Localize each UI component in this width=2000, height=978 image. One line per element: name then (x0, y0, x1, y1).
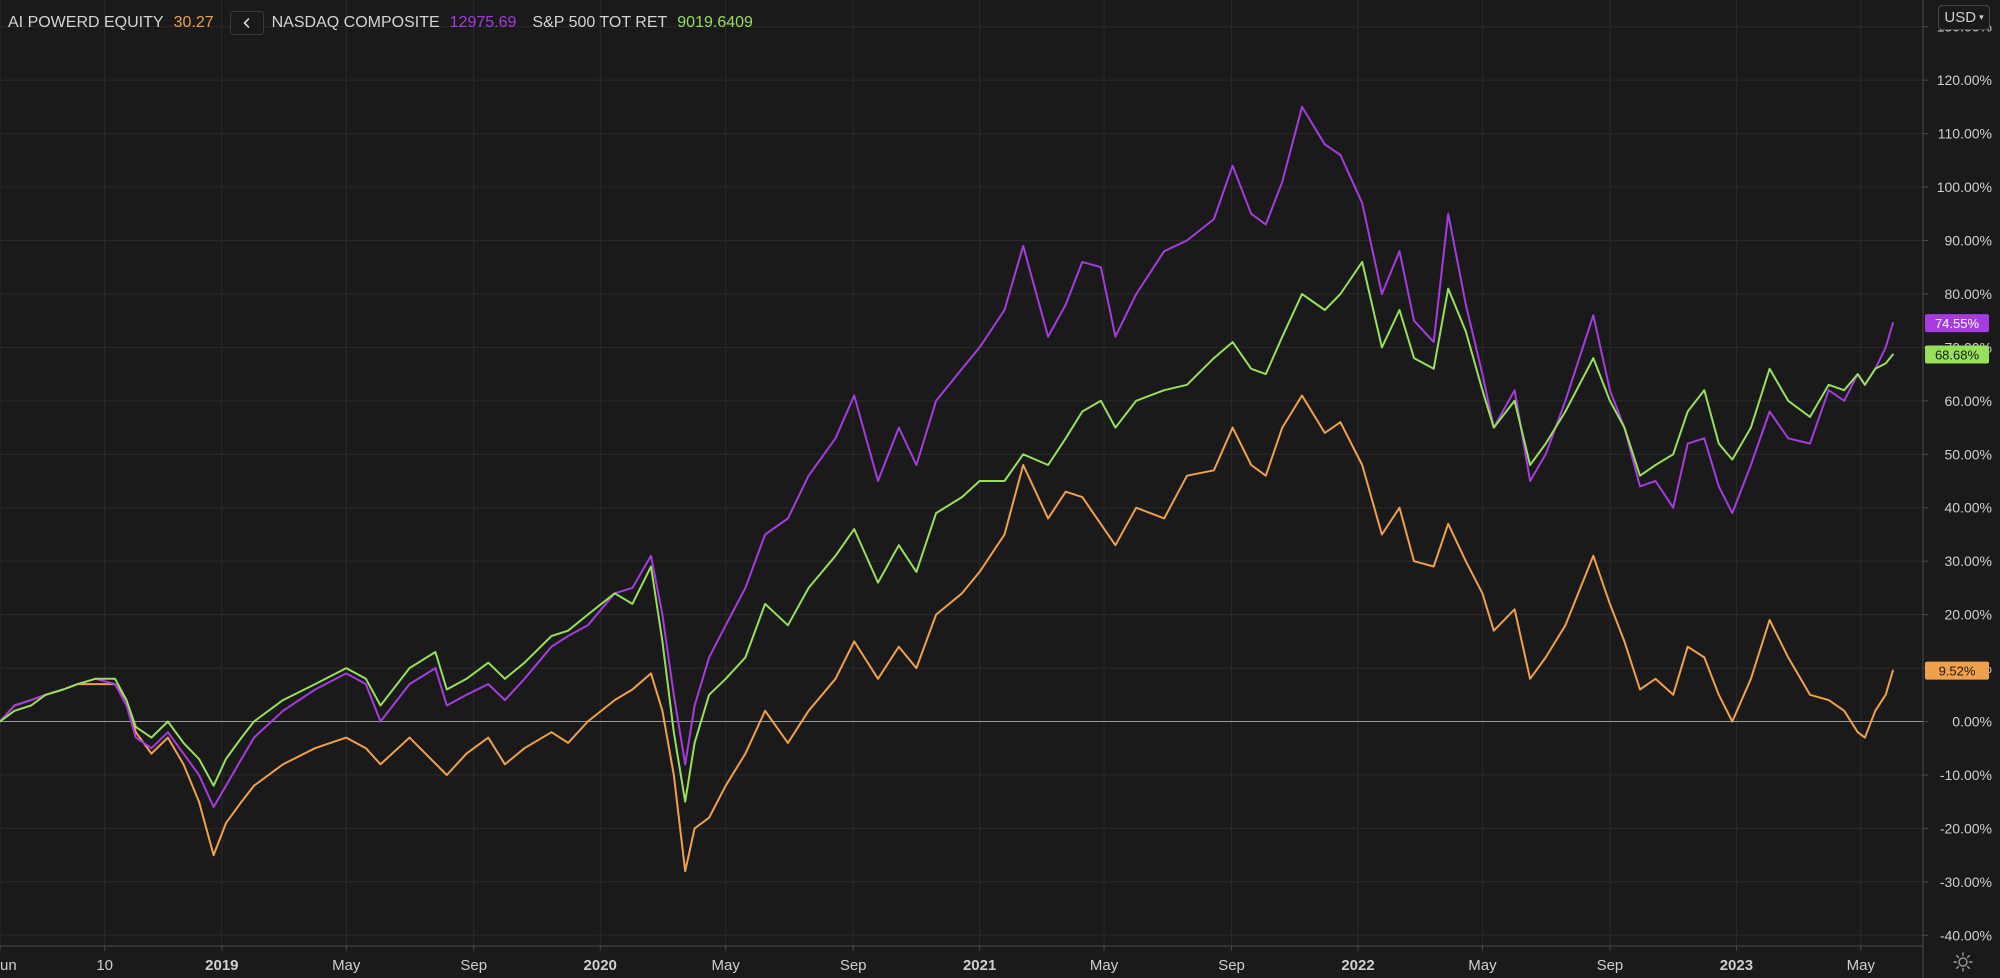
y-tick-label: -20.00% (1940, 820, 1992, 836)
x-tick-label: Sep (460, 957, 487, 974)
y-tick-label: 100.00% (1937, 179, 1992, 195)
collapse-legend-button[interactable] (229, 11, 264, 35)
x-tick-label: May (1090, 957, 1119, 974)
y-tick-label: 110.00% (1938, 126, 1992, 142)
y-tick-label: -40.00% (1940, 927, 1992, 943)
y-tick-label: 20.00% (1945, 607, 1992, 623)
x-tick-label: May (332, 957, 361, 974)
badge-background (1925, 345, 1989, 364)
y-tick-label: -10.00% (1940, 767, 1992, 783)
x-axis-ticks[interactable]: un 10 2019 May Sep 2020 May Sep 2021 May Sep 2022 Ma… (0, 946, 1875, 974)
y-tick-label: 30.00% (1945, 553, 1992, 569)
last-value-badges: 9.52% 74.55% 68.68% (1925, 314, 1989, 680)
gear-icon[interactable] (1952, 951, 1974, 973)
badge-background (1925, 661, 1989, 680)
x-tick-label: 2021 (963, 957, 996, 974)
x-tick-label: May (1468, 957, 1497, 974)
x-tick-label: Sep (1597, 957, 1624, 974)
legend-series-value: 12975.69 (449, 14, 517, 31)
badge-label: 74.55% (1935, 316, 1980, 331)
y-tick-label: 80.00% (1945, 286, 1992, 302)
y-tick-label: 50.00% (1945, 446, 1992, 462)
x-tick-label: Sep (840, 957, 867, 974)
x-tick-label: Sep (1218, 957, 1245, 974)
x-tick-label: 2019 (205, 957, 238, 974)
legend-series-name: S&P 500 TOT RET (532, 14, 668, 31)
y-tick-label: 60.00% (1945, 393, 1992, 409)
currency-label: USD (1944, 9, 1977, 26)
legend-series-value: 30.27 (173, 14, 214, 31)
y-tick-label: 40.00% (1945, 500, 1992, 516)
x-tick-label: un (0, 957, 17, 974)
x-tick-label: 2023 (1720, 957, 1753, 974)
y-tick-label: 90.00% (1945, 233, 1992, 249)
x-tick-label: 10 (96, 957, 113, 974)
x-tick-label: May (711, 957, 740, 974)
legend-item-sp500-tot-ret[interactable]: S&P 500 TOT RET 9019.6409 (532, 14, 769, 32)
legend-series-name: NASDAQ COMPOSITE (271, 14, 440, 31)
x-tick-label: May (1847, 957, 1876, 974)
y-tick-label: 0.00% (1952, 714, 1992, 730)
series-line-ai-powerd-equity[interactable] (0, 394, 1894, 873)
legend-series-name: AI POWERD EQUITY (8, 14, 164, 31)
x-tick-label: 2020 (584, 957, 617, 974)
currency-selector[interactable]: USD ▾ (1938, 5, 1990, 30)
badge-label: 68.68% (1935, 347, 1980, 362)
chevron-down-icon: ▾ (1979, 12, 1984, 22)
series-group (0, 105, 1894, 873)
badge-label: 9.52% (1939, 664, 1976, 679)
legend-series-value: 9019.6409 (677, 14, 753, 31)
last-value-badge-nasdaq-composite: 74.55% (1925, 314, 1989, 333)
x-tick-label: 2022 (1341, 957, 1374, 974)
last-value-badge-ai-powerd-equity: 9.52% (1925, 661, 1989, 680)
legend-item-ai-powerd-equity[interactable]: AI POWERD EQUITY 30.27 (8, 14, 230, 32)
y-tick-label: -30.00% (1940, 874, 1992, 890)
legend-item-nasdaq-composite[interactable]: NASDAQ COMPOSITE 12975.69 (272, 14, 533, 32)
series-line-s-p-500-tot-ret[interactable] (0, 260, 1894, 803)
chevron-left-icon (243, 18, 249, 28)
last-value-badge-s-p-500-tot-ret: 68.68% (1925, 345, 1989, 364)
badge-background (1925, 314, 1989, 333)
series-line-nasdaq-composite[interactable] (0, 105, 1894, 808)
chart-legend: AI POWERD EQUITY 30.27 NASDAQ COMPOSITE … (8, 10, 769, 36)
y-tick-label: 120.00% (1937, 72, 1992, 88)
